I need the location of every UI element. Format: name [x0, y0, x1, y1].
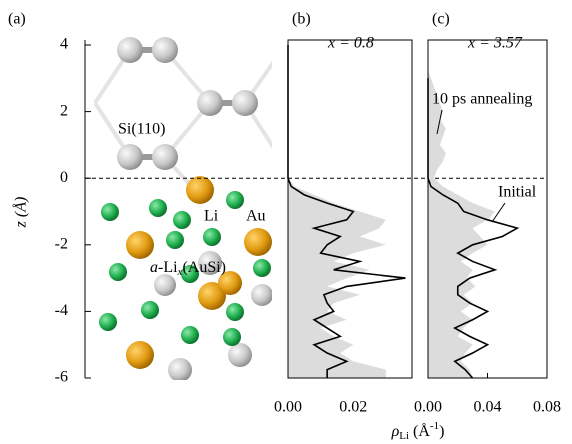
x-axis-label-part: ): [439, 423, 444, 440]
x-tick-label: 0.02: [339, 399, 367, 416]
figure: (a)z (Å)-6-4-2024Si(110)LiAua-Lix(AuSi)(…: [0, 0, 572, 444]
x-axis-label: ρLi (Å-1): [391, 420, 445, 442]
page: {"chart_data": [ {"type": "structure", "…: [0, 0, 572, 444]
annotation-part: (AuSi): [182, 259, 226, 276]
x-tick-label: 0.00: [274, 399, 302, 416]
y-tick-label: -6: [55, 369, 68, 386]
y-tick-label: -2: [55, 235, 68, 252]
y-tick-label: 4: [60, 36, 68, 53]
series-label: 10 ps annealing: [432, 91, 532, 108]
panel-label: (b): [292, 11, 311, 28]
density-area: [288, 45, 386, 378]
annotation: Li: [204, 208, 219, 225]
y-tick-label: 2: [60, 102, 68, 119]
x-tick-label: 0.08: [533, 399, 561, 416]
panel-label: (c): [432, 11, 450, 28]
y-axis-label: z (Å): [12, 197, 30, 229]
x-tick-label: 0.04: [474, 399, 502, 416]
annotation: Au: [246, 208, 266, 225]
x-axis-label-part: ρ: [391, 423, 400, 440]
panel-label: (a): [8, 11, 26, 28]
panel-title: x = 0.8: [327, 35, 374, 52]
annotation: a-Lix(AuSi): [150, 259, 226, 278]
annotation: Si(110): [118, 121, 165, 138]
x-axis-label-part: Li: [399, 430, 409, 442]
panel-title: x = 3.57: [467, 35, 523, 52]
series-label: Initial: [498, 184, 537, 201]
x-tick-label: 0.00: [414, 399, 442, 416]
y-tick-label: 0: [60, 169, 68, 186]
y-tick-label: -4: [55, 302, 68, 319]
x-axis-label-part: -1: [430, 420, 439, 432]
annotation-part: a: [150, 259, 158, 276]
annotation-part: -Li: [158, 259, 178, 276]
x-axis-label-part: (Å: [409, 422, 430, 440]
